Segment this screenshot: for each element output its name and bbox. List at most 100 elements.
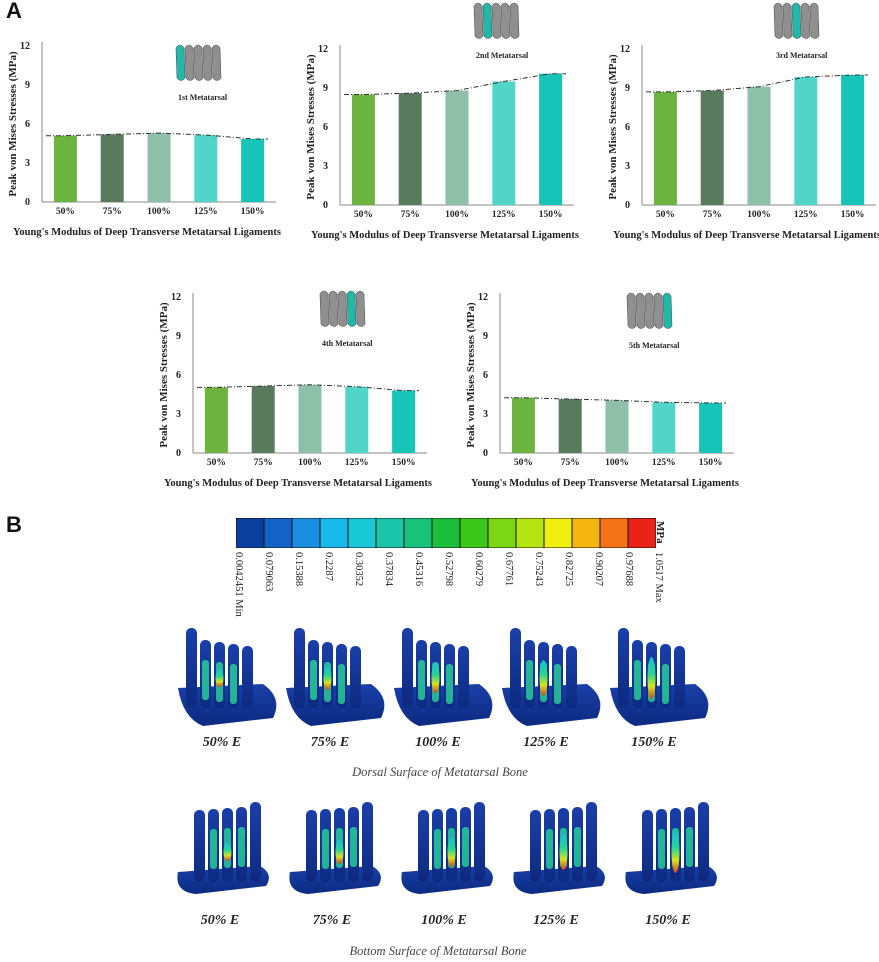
stress-region	[230, 664, 237, 704]
colorbar-tick-label: 0.079063	[263, 552, 274, 592]
bottom-bone-set-5	[625, 802, 717, 894]
y-tick-label: 6	[176, 370, 181, 381]
bar-50%	[204, 387, 228, 453]
bone-4	[500, 2, 511, 39]
bar-125%	[794, 76, 818, 205]
metatarsal-shaft	[618, 628, 629, 708]
y-tick-label: 9	[483, 331, 488, 342]
bar-100%	[298, 384, 322, 453]
y-tick-label: 3	[25, 158, 30, 169]
x-tick-label: 50%	[656, 210, 675, 220]
dorsal-label: 100% E	[415, 735, 461, 750]
bottom-label: 75% E	[312, 913, 352, 928]
bottom-bone-set-2	[289, 802, 381, 894]
stress-region	[686, 827, 693, 867]
colorbar-tick-label: 1.0517 Max	[653, 552, 664, 603]
metatarsal-label: 5th Metatarsal	[629, 341, 680, 350]
metatarsal-shaft	[194, 810, 205, 882]
panel-label-a: A	[6, 0, 22, 23]
metatarsal-icon: 5th Metatarsal	[626, 292, 680, 350]
y-tick-label: 0	[483, 448, 488, 459]
bottom-bone-set-1	[177, 802, 269, 894]
trend-line	[504, 397, 726, 404]
metatarsal-shaft	[510, 628, 521, 708]
bone-4	[653, 292, 664, 329]
bar-75%	[700, 90, 724, 205]
colorbar-swatch	[571, 517, 601, 549]
x-tick-label: 150%	[241, 207, 265, 217]
colorbar-swatch	[319, 517, 349, 549]
x-tick-label: 125%	[492, 210, 516, 220]
stress-region	[462, 827, 469, 867]
colorbar-tick-label: 0.2287	[323, 552, 334, 581]
stress-region	[574, 827, 581, 867]
x-tick-label: 125%	[345, 458, 369, 468]
colorbar-swatch	[515, 517, 545, 549]
stress-colorbar	[235, 517, 657, 549]
colorbar-tick-label: 0.0042451 Min	[233, 552, 244, 617]
stress-region	[322, 829, 329, 869]
colorbar-graphic	[235, 517, 657, 549]
metatarsal-label: 4th Metatarsal	[322, 339, 373, 348]
bar-50%	[53, 135, 77, 202]
bar-100%	[445, 90, 469, 205]
metatarsal-shaft	[474, 802, 485, 882]
bone-1	[319, 290, 330, 327]
bar-150%	[241, 138, 265, 202]
y-axis-label: Peak von Mises Stresses (MPa)	[158, 302, 170, 448]
colorbar-tick-label: 0.60279	[473, 552, 484, 587]
stress-region	[662, 664, 669, 704]
y-tick-label: 6	[323, 122, 328, 133]
colorbar-swatch	[403, 517, 433, 549]
x-tick-label: 75%	[401, 210, 420, 220]
colorbar-tick-label: 0.82725	[563, 552, 574, 587]
dorsal-bone-set-3	[394, 628, 493, 726]
bone-5	[809, 2, 820, 39]
bone-1	[175, 44, 186, 81]
metatarsal-shaft	[402, 628, 413, 708]
bottom-bone-set-3	[401, 802, 493, 894]
x-tick-label: 50%	[514, 458, 533, 468]
bottom-label: 100% E	[421, 913, 467, 928]
dorsal-bone-set-1	[178, 628, 277, 726]
dorsal-label: 150% E	[631, 735, 677, 750]
y-tick-label: 9	[323, 83, 328, 94]
stress-region	[418, 660, 425, 700]
stress-region	[238, 827, 245, 867]
bone-4	[346, 290, 357, 327]
colorbar-swatch	[263, 517, 293, 549]
colorbar-swatch	[431, 517, 461, 549]
stress-region	[446, 664, 453, 704]
colorbar-swatch	[627, 517, 657, 549]
bar-150%	[392, 390, 416, 453]
metatarsal-shaft	[186, 628, 197, 708]
stress-region	[202, 660, 209, 700]
x-tick-label: 100%	[605, 458, 629, 468]
x-tick-label: 125%	[194, 207, 218, 217]
bar-charts-panel: 0 3 6 9 12 Peak von Mises Stresses (MPa) 50% 75…	[7, 2, 879, 489]
metatarsal-icon: 4th Metatarsal	[319, 290, 373, 348]
colorbar-tick-label: 0.90207	[593, 552, 604, 587]
colorbar-tick-label: 0.37834	[383, 552, 394, 587]
peak-stress-spot	[647, 657, 656, 699]
trend-line	[197, 384, 419, 392]
bar-125%	[345, 386, 369, 453]
x-tick-label: 50%	[207, 458, 226, 468]
colorbar-tick-label: 0.75243	[533, 552, 544, 587]
bone-1	[473, 2, 484, 39]
bar-150%	[539, 73, 563, 205]
bone-4	[202, 44, 213, 81]
x-tick-label: 75%	[561, 458, 580, 468]
metatarsal-label: 3rd Metatarsal	[776, 51, 828, 60]
y-tick-label: 0	[25, 197, 30, 208]
y-tick-label: 12	[620, 44, 630, 55]
x-tick-label: 50%	[354, 210, 373, 220]
bar-100%	[605, 400, 629, 453]
stress-region	[434, 829, 441, 869]
bone-1	[626, 292, 637, 329]
colorbar-swatch	[291, 517, 321, 549]
peak-stress-spot	[215, 669, 224, 687]
bone-3	[644, 292, 655, 329]
